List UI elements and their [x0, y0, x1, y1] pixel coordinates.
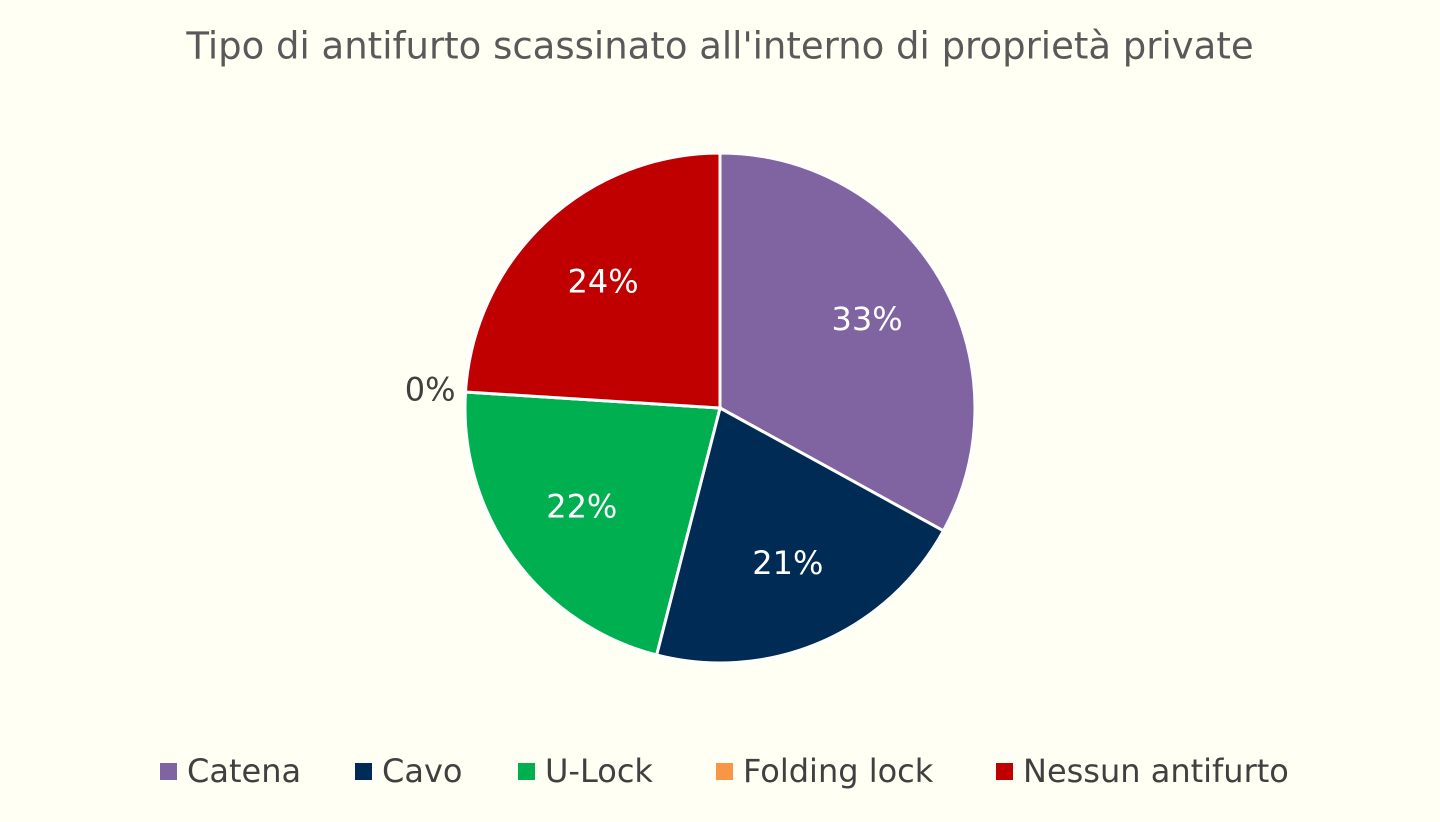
data-label: 21%: [752, 544, 823, 582]
legend-label: Nessun antifurto: [1023, 752, 1289, 790]
legend-label: Cavo: [382, 752, 462, 790]
pie-slice: [654, 405, 946, 665]
legend-swatch: [518, 763, 535, 780]
legend-label: Folding lock: [743, 752, 934, 790]
legend-swatch: [716, 763, 733, 780]
data-label: 33%: [831, 300, 902, 338]
legend-swatch: [160, 763, 177, 780]
legend-swatch: [355, 763, 372, 780]
pie-slice: [463, 151, 722, 410]
pie-slice: [463, 390, 722, 657]
chart-title: Tipo di antifurto scassinato all'interno…: [185, 25, 1253, 68]
data-label: 0%: [405, 370, 456, 408]
legend-label: Catena: [187, 752, 301, 790]
pie-slice: [718, 151, 977, 533]
legend-label: U-Lock: [545, 752, 653, 790]
data-label: 22%: [546, 487, 617, 525]
data-label: 24%: [567, 262, 638, 300]
legend-swatch: [996, 763, 1013, 780]
